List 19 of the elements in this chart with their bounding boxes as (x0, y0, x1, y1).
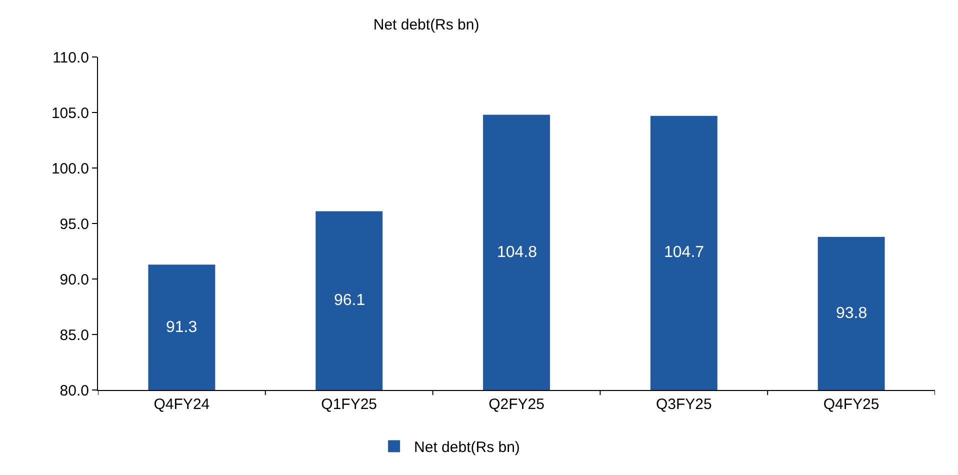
y-tick-label: 90.0 (60, 271, 89, 288)
y-tick-label: 110.0 (52, 49, 89, 66)
y-tick-label: 95.0 (60, 216, 89, 233)
x-tick-label: Q4FY25 (823, 396, 880, 413)
data-label: 93.8 (836, 305, 868, 322)
x-tick-label: Q3FY25 (656, 396, 712, 413)
chart-title: Net debt(Rs bn) (373, 16, 480, 34)
data-label: 96.1 (334, 292, 366, 309)
x-tick-label: Q4FY24 (154, 396, 210, 413)
data-label: 91.3 (166, 319, 198, 336)
data-label: 104.8 (497, 244, 538, 261)
legend-label: Net debt(Rs bn) (414, 439, 520, 456)
x-tick-label: Q2FY25 (488, 396, 544, 413)
y-tick-label: 85.0 (60, 326, 89, 344)
data-label: 104.7 (664, 244, 704, 261)
y-tick-label: 80.0 (60, 382, 89, 400)
y-tick-label: 100.0 (51, 160, 89, 178)
y-tick-label: 105.0 (51, 104, 89, 122)
x-tick-label: Q1FY25 (321, 396, 378, 413)
